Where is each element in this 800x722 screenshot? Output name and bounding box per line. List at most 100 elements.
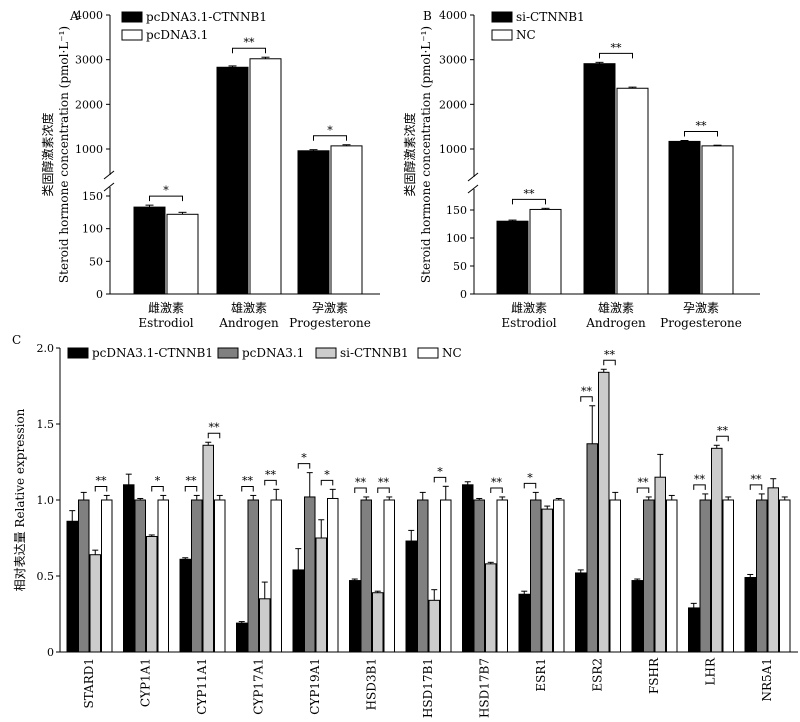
y-tick-label: 4000 — [439, 9, 467, 22]
significance-bracket — [184, 485, 198, 492]
significance-bracket — [241, 485, 254, 492]
bar-si-ctnnb1-stard1 — [89, 554, 101, 653]
y-axis-label-cn: 类固醇激素浓度 — [402, 112, 417, 196]
bar-nc-hsd17b7 — [496, 499, 508, 653]
significance-label: ** — [717, 424, 729, 437]
significance-bracket — [523, 482, 537, 489]
x-category-label: CYP19A1 — [308, 658, 322, 715]
y-axis-label: 类固醇激素浓度 Steroid hormone concentration (pm… — [402, 26, 433, 283]
bar-pcdna3-1-ctnnb1-esr1 — [518, 593, 530, 653]
y-tick-label: 4000 — [75, 9, 103, 22]
y-tick-label: 0 — [460, 288, 467, 301]
legend-label: si-CTNNB1 — [516, 10, 585, 24]
axis-break-mark — [103, 182, 115, 192]
x-category-label-cn: 雌激素 — [511, 300, 547, 315]
bar-pcdna3-1-ctnnb1-esr2 — [575, 572, 587, 653]
bar-pcdna3-1-hsd3b1 — [360, 499, 372, 653]
bar-pcdna3-1-esr2 — [586, 443, 598, 653]
significance-bracket — [580, 396, 593, 402]
y-tick-label: 50 — [453, 260, 467, 273]
panel-letter: B — [423, 9, 432, 23]
x-category-label: CYP1A1 — [139, 658, 153, 707]
bar-si-ctnnb1-hsd3b1 — [372, 592, 384, 653]
significance-label: ** — [355, 476, 367, 489]
x-category-label: Estrodiol — [138, 316, 193, 330]
significance-bracket — [207, 432, 221, 439]
y-tick-label: 100 — [82, 223, 103, 236]
bar-nc-esr2 — [609, 499, 621, 653]
bar-pcdna3-1-lhr — [699, 499, 711, 653]
significance-label: ** — [751, 473, 763, 486]
significance-bracket — [232, 47, 266, 54]
significance-label: ** — [604, 348, 616, 361]
x-category-label: CYP11A1 — [195, 658, 209, 715]
x-category-label: HSD17B1 — [421, 658, 435, 718]
bar-si-ctnnb1-fshr — [654, 476, 666, 653]
bar-pcdna3-1-ctnnb1-stard1 — [66, 520, 78, 653]
significance-bracket — [684, 131, 718, 137]
x-category-label: HSD3B1 — [365, 658, 379, 710]
significance-bracket — [377, 487, 390, 493]
y-tick-label: 2.0 — [37, 342, 55, 355]
bar-pcdna3-1-stard1 — [78, 499, 90, 653]
y-tick-label: 1.0 — [37, 494, 55, 507]
x-category-label: HSD17B7 — [478, 658, 492, 718]
bar-si-ctnnb1-lhr — [711, 447, 723, 653]
bar-pcdna3-1-nr5a1 — [756, 499, 768, 653]
bar-pcdna3-1-ctnnb1-cyp19a1 — [292, 569, 304, 653]
x-category-label-cn: 雄激素 — [598, 300, 634, 315]
bar-nc-cyp17a1 — [270, 499, 282, 653]
bar-si-ctnnb1-cyp11a1 — [202, 444, 214, 653]
legend-label: NC — [516, 28, 536, 42]
bar-pcdna3-1-ctnnb1-hsd17b7 — [462, 484, 474, 653]
bar-nc-esr1 — [553, 499, 565, 653]
significance-bracket — [320, 479, 334, 486]
y-tick-label: 0.5 — [37, 570, 55, 583]
y-axis-label: 相对表达量 Relative expression — [13, 408, 27, 591]
y-tick-label: 2000 — [75, 98, 103, 111]
bar-pcdna3-1-hsd17b7 — [473, 499, 485, 653]
legend-swatch — [491, 29, 513, 41]
significance-label: ** — [242, 474, 254, 487]
significance-bracket — [151, 485, 164, 492]
y-axis-label: 类固醇激素浓度 Steroid hormone concentration (pm… — [40, 26, 71, 283]
significance-bracket — [264, 479, 277, 486]
bar-pcdna3-1-androgen — [249, 58, 282, 295]
bar-pcdna3-1-cyp11a1 — [191, 499, 203, 653]
y-tick-label: 0 — [96, 288, 103, 301]
legend-swatch — [491, 11, 513, 23]
bar-pcdna3-1-progesterone — [330, 145, 363, 295]
bar-nc-androgen — [616, 87, 649, 295]
legend-swatch — [217, 347, 239, 359]
bar-si-ctnnb1-esr1 — [541, 508, 553, 653]
significance-bracket — [354, 487, 367, 493]
x-category-label: Androgen — [585, 316, 646, 330]
x-category-label: Androgen — [218, 316, 279, 330]
y-tick-label: 1000 — [439, 143, 467, 156]
x-category-label: ESR1 — [534, 658, 548, 692]
legend-label: si-CTNNB1 — [340, 346, 409, 360]
legend-label: pcDNA3.1-CTNNB1 — [92, 346, 213, 360]
bar-nc-progesterone — [701, 145, 734, 295]
panel-c: C 0 0.5 1.0 1.5 2.0 相对表达量 Relative expression p… — [12, 333, 798, 718]
bar-pcdna3-1-ctnnb1-cyp17a1 — [236, 622, 248, 653]
significance-label: ** — [524, 187, 536, 200]
x-category-label-cn: 孕激素 — [312, 301, 348, 315]
x-category-label: Estrodiol — [501, 316, 556, 330]
y-tick-label: 50 — [89, 255, 103, 268]
bar-nc-hsd3b1 — [383, 499, 395, 653]
bar-si-ctnnb1-androgen — [583, 63, 616, 295]
bar-nc-nr5a1 — [779, 499, 791, 653]
significance-label: ** — [694, 473, 706, 486]
significance-label: ** — [581, 385, 593, 398]
y-tick-label: 1.5 — [37, 418, 55, 431]
bar-si-ctnnb1-nr5a1 — [767, 487, 779, 653]
significance-bracket — [490, 487, 503, 493]
significance-bracket — [149, 195, 183, 202]
bar-nc-lhr — [722, 499, 734, 653]
significance-label: * — [155, 474, 161, 487]
x-category-label: ESR2 — [591, 658, 605, 692]
x-category-label-cn: 雄激素 — [231, 300, 267, 315]
significance-bracket — [603, 359, 616, 366]
